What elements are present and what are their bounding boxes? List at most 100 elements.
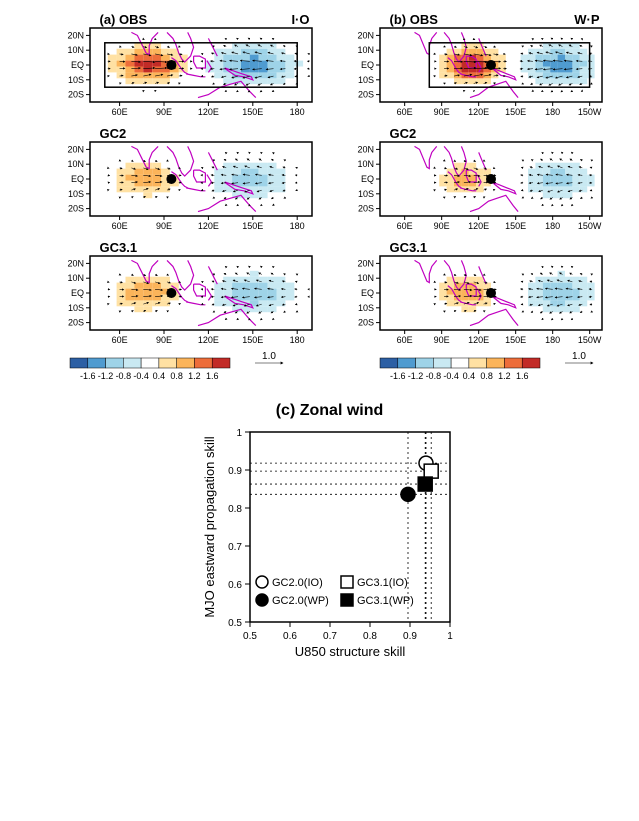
svg-text:1.0: 1.0	[572, 352, 586, 362]
svg-text:-0.8: -0.8	[115, 371, 131, 381]
svg-text:120E: 120E	[468, 221, 489, 231]
svg-text:U850 structure skill: U850 structure skill	[294, 644, 405, 659]
svg-text:60E: 60E	[396, 335, 412, 345]
svg-text:180: 180	[289, 335, 304, 345]
svg-text:90E: 90E	[155, 221, 171, 231]
svg-text:0.7: 0.7	[228, 542, 242, 553]
map-panel: 60E90E120E150E18020S10SEQ10N20N	[50, 124, 320, 234]
scatter-plot: 0.50.60.70.80.910.50.60.70.80.91GC2.0(IO…	[200, 422, 460, 662]
svg-text:-1.6: -1.6	[390, 371, 406, 381]
svg-text:150E: 150E	[505, 335, 526, 345]
svg-text:20S: 20S	[67, 90, 83, 100]
svg-text:-0.4: -0.4	[443, 371, 459, 381]
svg-text:0.9: 0.9	[403, 631, 417, 642]
svg-text:10S: 10S	[67, 75, 83, 85]
map-panel: 60E90E120E150E180150W20S10SEQ10N20N	[340, 10, 610, 120]
svg-text:1: 1	[447, 631, 453, 642]
svg-text:10N: 10N	[67, 273, 84, 283]
svg-text:180: 180	[545, 221, 560, 231]
svg-text:1.0: 1.0	[262, 352, 276, 362]
map-panel--b--obs: (b) OBSW·P60E90E120E150E180150W20S10SEQ1…	[340, 10, 610, 120]
svg-text:10S: 10S	[67, 189, 83, 199]
svg-text:0.6: 0.6	[283, 631, 297, 642]
svg-text:150E: 150E	[242, 335, 263, 345]
svg-text:10S: 10S	[357, 75, 373, 85]
svg-text:EQ: EQ	[70, 174, 83, 184]
svg-text:0.9: 0.9	[228, 466, 242, 477]
svg-text:180: 180	[289, 107, 304, 117]
svg-text:10N: 10N	[357, 45, 374, 55]
svg-text:150W: 150W	[577, 335, 601, 345]
svg-text:10N: 10N	[357, 273, 374, 283]
svg-text:0.8: 0.8	[480, 371, 493, 381]
svg-text:1: 1	[236, 428, 242, 439]
svg-text:10S: 10S	[357, 189, 373, 199]
panel-label: GC3.1	[100, 240, 138, 255]
svg-text:10S: 10S	[357, 303, 373, 313]
svg-text:-1.6: -1.6	[80, 371, 96, 381]
svg-text:20N: 20N	[357, 30, 374, 40]
svg-text:60E: 60E	[111, 221, 127, 231]
map-panel: 60E90E120E150E180150W20S10SEQ10N20N	[340, 238, 610, 348]
svg-text:20S: 20S	[357, 90, 373, 100]
svg-text:120E: 120E	[468, 107, 489, 117]
svg-text:10N: 10N	[67, 45, 84, 55]
svg-text:60E: 60E	[396, 221, 412, 231]
svg-text:-1.2: -1.2	[407, 371, 423, 381]
svg-text:60E: 60E	[111, 107, 127, 117]
panel-label: (b) OBS	[390, 12, 438, 27]
svg-text:EQ: EQ	[70, 288, 83, 298]
svg-text:0.8: 0.8	[363, 631, 377, 642]
map-panel-gc3-1: GC3.160E90E120E150E18020S10SEQ10N20N	[50, 238, 320, 348]
svg-text:90E: 90E	[433, 221, 449, 231]
svg-text:10N: 10N	[67, 159, 84, 169]
svg-text:GC3.1(WP): GC3.1(WP)	[357, 595, 414, 607]
svg-text:10S: 10S	[67, 303, 83, 313]
svg-text:0.4: 0.4	[462, 371, 475, 381]
svg-text:20S: 20S	[67, 318, 83, 328]
svg-text:60E: 60E	[396, 107, 412, 117]
svg-text:0.5: 0.5	[228, 618, 242, 629]
svg-text:180: 180	[545, 335, 560, 345]
svg-text:1.2: 1.2	[188, 371, 201, 381]
panel-label: GC2	[390, 126, 417, 141]
panel-corner: W·P	[574, 12, 599, 27]
svg-text:20N: 20N	[357, 258, 374, 268]
svg-text:0.8: 0.8	[228, 504, 242, 515]
map-panel-gc3-1: GC3.160E90E120E150E180150W20S10SEQ10N20N	[340, 238, 610, 348]
svg-text:90E: 90E	[155, 107, 171, 117]
svg-text:1.6: 1.6	[205, 371, 218, 381]
svg-text:10N: 10N	[357, 159, 374, 169]
svg-text:150W: 150W	[577, 221, 601, 231]
svg-text:1.2: 1.2	[498, 371, 511, 381]
svg-text:0.8: 0.8	[170, 371, 183, 381]
svg-text:0.7: 0.7	[323, 631, 337, 642]
scatter-point	[424, 464, 438, 478]
svg-text:0.4: 0.4	[152, 371, 165, 381]
svg-text:1.6: 1.6	[515, 371, 528, 381]
scatter-title: (c) Zonal wind	[276, 402, 384, 420]
svg-text:EQ: EQ	[360, 288, 373, 298]
svg-text:GC3.1(IO): GC3.1(IO)	[357, 577, 408, 589]
svg-text:150E: 150E	[242, 107, 263, 117]
map-panel--a--obs: (a) OBSI·O60E90E120E150E18020S10SEQ10N20…	[50, 10, 320, 120]
scatter-point	[418, 477, 432, 491]
svg-text:150E: 150E	[505, 221, 526, 231]
svg-text:120E: 120E	[197, 107, 218, 117]
panel-label: GC2	[100, 126, 127, 141]
svg-text:90E: 90E	[433, 335, 449, 345]
svg-text:20S: 20S	[357, 204, 373, 214]
svg-text:EQ: EQ	[360, 60, 373, 70]
svg-text:180: 180	[545, 107, 560, 117]
svg-text:180: 180	[289, 221, 304, 231]
svg-text:MJO eastward propagation skill: MJO eastward propagation skill	[202, 436, 217, 617]
svg-text:150E: 150E	[505, 107, 526, 117]
svg-text:90E: 90E	[433, 107, 449, 117]
svg-text:20N: 20N	[67, 144, 84, 154]
svg-text:60E: 60E	[111, 335, 127, 345]
panel-label: GC3.1	[390, 240, 428, 255]
svg-text:120E: 120E	[468, 335, 489, 345]
svg-text:150E: 150E	[242, 221, 263, 231]
svg-text:0.6: 0.6	[228, 580, 242, 591]
svg-text:20N: 20N	[67, 30, 84, 40]
